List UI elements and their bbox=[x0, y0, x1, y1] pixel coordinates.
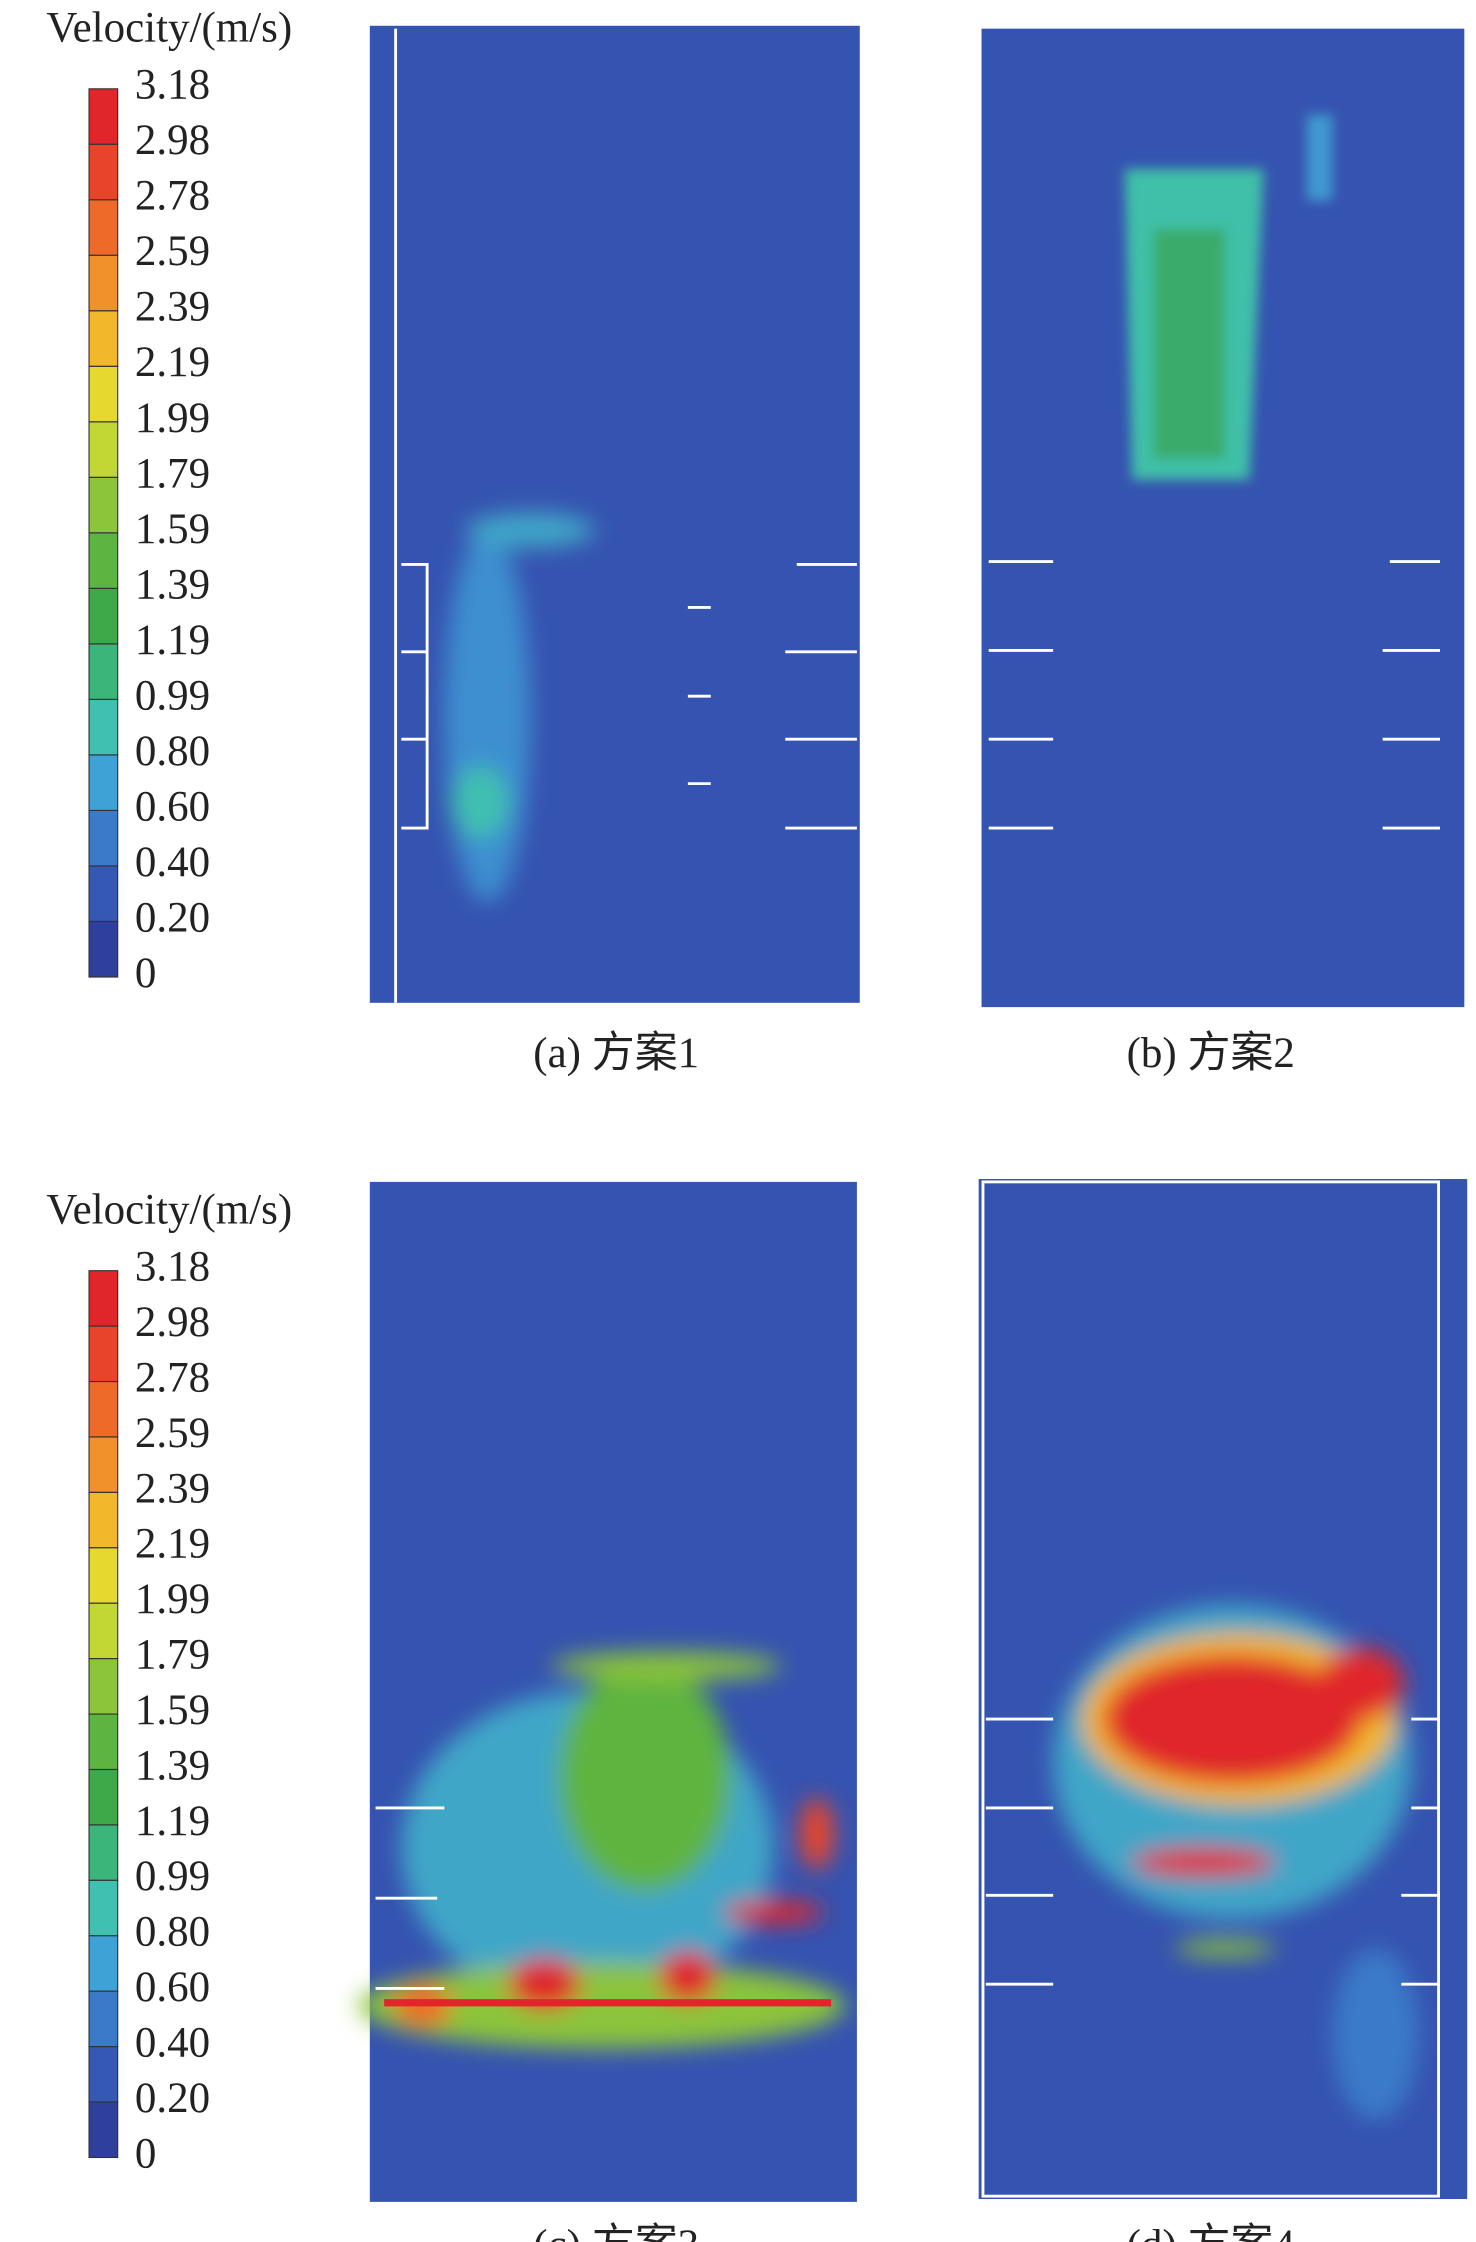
colorbar-tick-label: 2.59 bbox=[135, 1410, 210, 1457]
colorbar-band bbox=[88, 1436, 119, 1493]
colorbar-tick-label: 1.39 bbox=[135, 1742, 210, 1789]
colorbar-band bbox=[88, 643, 119, 701]
colorbar-tick-label: 0.60 bbox=[135, 1964, 210, 2011]
colorbar-tick-label: 2.98 bbox=[135, 1299, 210, 1346]
colorbar-band bbox=[88, 199, 119, 256]
colorbar-band bbox=[88, 1270, 119, 1327]
colorbar-tick-label: 3.18 bbox=[135, 1244, 210, 1291]
colorbar-tick-label: 1.79 bbox=[135, 1632, 210, 1679]
colorbar-band bbox=[88, 1990, 119, 2048]
colorbar-tick-label: 1.79 bbox=[135, 450, 210, 497]
colorbar-tick-label: 0.99 bbox=[135, 672, 210, 719]
colorbar-band bbox=[88, 1658, 119, 1715]
colorbar-band bbox=[88, 920, 119, 978]
colorbar-band bbox=[88, 1602, 119, 1660]
colorbar-tick-label: 0.60 bbox=[135, 783, 210, 830]
colorbar-tick-label: 1.59 bbox=[135, 506, 210, 553]
colorbar-tick-label: 2.19 bbox=[135, 1521, 210, 1568]
colorbar-band bbox=[88, 1879, 119, 1937]
panel-d: (d) 方案4 bbox=[978, 1179, 1468, 2242]
colorbar-band bbox=[88, 698, 119, 756]
colorbar-title: Velocity/(m/s) bbox=[46, 1186, 292, 1233]
colorbar-band bbox=[88, 88, 119, 145]
colorbar-band bbox=[88, 1325, 119, 1383]
colorbar-tick-label: 0.80 bbox=[135, 728, 210, 775]
colorbar-tick-label: 1.99 bbox=[135, 1576, 210, 1623]
colorbar-tick-label: 0.40 bbox=[135, 839, 210, 886]
caption: (a) 方案1 bbox=[533, 1029, 699, 1077]
baffles bbox=[988, 560, 1440, 830]
baffles bbox=[981, 1180, 1440, 2198]
colorbar-band bbox=[88, 865, 119, 923]
panel-a: (a) 方案1 bbox=[369, 25, 860, 1077]
caption: (b) 方案2 bbox=[1127, 1029, 1295, 1077]
colorbar-band bbox=[88, 1547, 119, 1604]
flow-zones bbox=[444, 512, 595, 903]
colorbar-tick-label: 2.78 bbox=[135, 1354, 210, 1401]
colorbar-tick-label: 1.19 bbox=[135, 617, 210, 664]
colorbar-tick-label: 2.39 bbox=[135, 1465, 210, 1512]
colorbar-band bbox=[88, 476, 119, 534]
caption: (d) 方案4 bbox=[1127, 2221, 1295, 2242]
baffles bbox=[375, 1806, 445, 1990]
colorbar-tick-label: 2.78 bbox=[135, 173, 210, 220]
colorbar-tick-label: 1.99 bbox=[135, 395, 210, 442]
colorbar-tick-label: 2.19 bbox=[135, 339, 210, 386]
colorbar-tick-label: 0.20 bbox=[135, 894, 210, 941]
caption: (c) 方案3 bbox=[533, 2221, 699, 2242]
colorbar-band bbox=[88, 2046, 119, 2103]
panel-c: (c) 方案3 bbox=[358, 1181, 857, 2242]
colorbar-tick-label: 3.18 bbox=[135, 62, 210, 109]
colorbar-band bbox=[88, 143, 119, 201]
colorbar-band bbox=[88, 1380, 119, 1438]
colorbar-tick-label: 2.39 bbox=[135, 284, 210, 331]
colorbar-band bbox=[88, 587, 119, 645]
flow-zones bbox=[1053, 1604, 1419, 2121]
colorbar-band bbox=[88, 1768, 119, 1826]
baffles bbox=[394, 28, 857, 1003]
colorbar-tick-label: 2.59 bbox=[135, 228, 210, 275]
colorbar-band bbox=[88, 754, 119, 812]
colorbar-band bbox=[88, 1824, 119, 1881]
colorbar-band bbox=[88, 310, 119, 367]
colorbar-band bbox=[88, 532, 119, 590]
colorbar-tick-label: 2.98 bbox=[135, 117, 210, 164]
field bbox=[369, 25, 860, 1003]
colorbar-tick-label: 0.40 bbox=[135, 2019, 210, 2066]
colorbar-band bbox=[88, 809, 119, 867]
colorbar-tick-label: 0 bbox=[135, 950, 156, 997]
colorbar-tick-label: 1.59 bbox=[135, 1687, 210, 1734]
colorbar-tick-label: 0 bbox=[135, 2130, 156, 2177]
flow-zones bbox=[1124, 114, 1333, 480]
colorbar-band bbox=[88, 365, 119, 423]
colorbar-tick-label: 0.80 bbox=[135, 1909, 210, 1956]
colorbar-band bbox=[88, 421, 119, 478]
panel-b: (b) 方案2 bbox=[981, 28, 1465, 1077]
colorbar-band bbox=[88, 1491, 119, 1549]
colorbar-band bbox=[88, 1935, 119, 1992]
colorbar-tick-label: 0.20 bbox=[135, 2075, 210, 2122]
colorbar-tick-label: 1.39 bbox=[135, 561, 210, 608]
colorbar-tick-label: 0.99 bbox=[135, 1853, 210, 1900]
colorbar-tick-label: 1.19 bbox=[135, 1798, 210, 1845]
colorbar-band bbox=[88, 2101, 119, 2159]
colorbar-band bbox=[88, 1713, 119, 1771]
colorbar-title: Velocity/(m/s) bbox=[46, 4, 292, 51]
colorbar-band bbox=[88, 254, 119, 312]
